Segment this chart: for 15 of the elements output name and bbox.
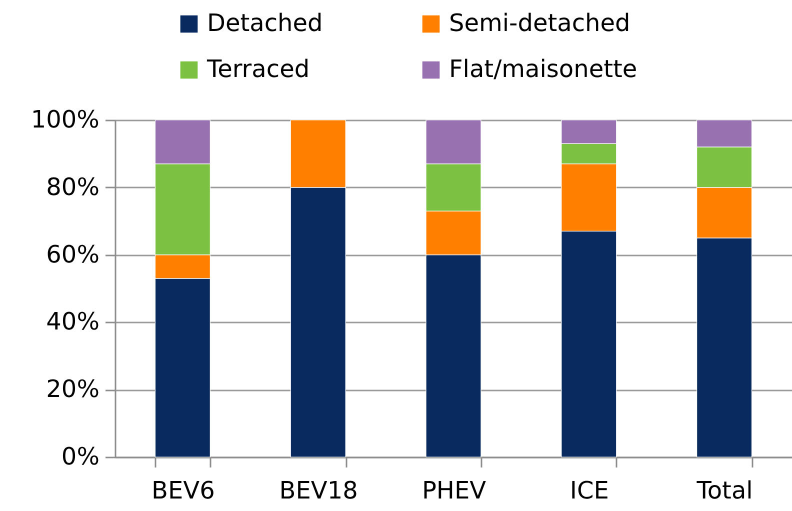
x-tick-label: Total — [696, 476, 753, 504]
y-tick-label: 60% — [46, 240, 100, 268]
y-tick-label: 40% — [46, 308, 100, 336]
legend-label: Flat/maisonette — [449, 55, 638, 83]
legend-label: Semi-detached — [449, 9, 630, 37]
y-tick-label: 0% — [61, 442, 100, 470]
legend-label: Detached — [207, 9, 323, 37]
legend-label: Terraced — [206, 55, 310, 83]
y-tick-label: 100% — [30, 106, 100, 134]
y-tick-label: 80% — [46, 172, 100, 201]
y-tick-label: 20% — [46, 375, 100, 404]
x-tick-label: ICE — [570, 476, 609, 504]
x-tick-label: PHEV — [422, 476, 487, 504]
x-tick-label: BEV18 — [279, 476, 358, 504]
x-tick-label: BEV6 — [152, 476, 215, 504]
